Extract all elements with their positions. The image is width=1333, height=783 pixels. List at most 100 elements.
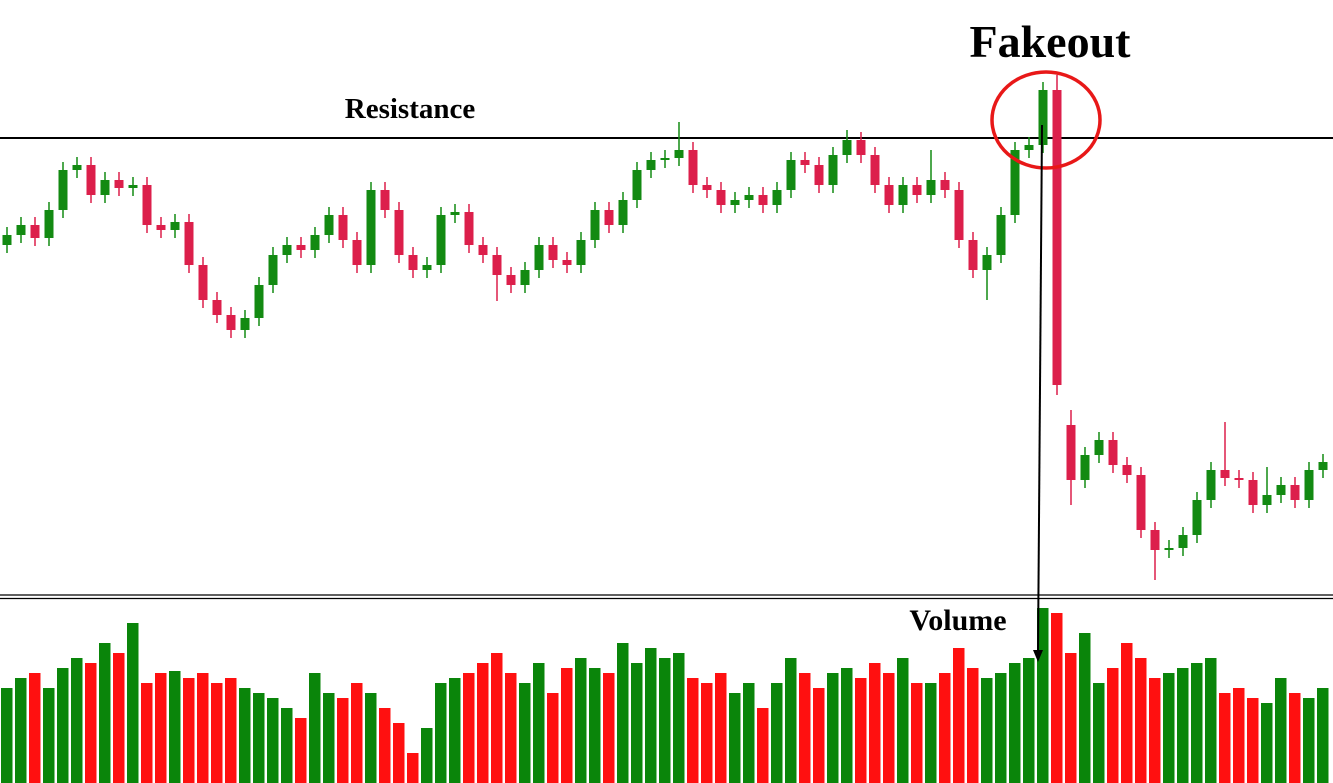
volume-bar [1247,698,1259,783]
volume-bar [15,678,27,783]
volume-bar [29,673,41,783]
candle-body [1080,455,1090,480]
volume-bar [1107,668,1119,783]
candle-body [576,240,586,265]
candle-body [996,215,1006,255]
candle-body [730,200,740,205]
candle-body [2,235,12,245]
candle-body [842,140,852,155]
volume-bar [883,673,895,783]
volume-bar [1,688,13,783]
candle-body [170,222,180,230]
candle-body [492,255,502,275]
candle-body [912,185,922,195]
candle-body [1108,440,1118,465]
candle-body [1150,530,1160,550]
volume-bar [1205,658,1217,783]
candle-body [58,170,68,210]
candle-body [814,165,824,185]
candle-body [1276,485,1286,495]
candle-body [254,285,264,318]
volume-bar [995,673,1007,783]
candle-body [1192,500,1202,535]
candle-body [548,245,558,260]
volume-bar [645,648,657,783]
candle-body [688,150,698,185]
volume-bar [1149,678,1161,783]
volume-bar [631,663,643,783]
volume-bar [561,668,573,783]
candle-body [604,210,614,225]
volume-bar [869,663,881,783]
volume-bar [1079,633,1091,783]
volume-bar [771,683,783,783]
candle-body [408,255,418,270]
candle-body [968,240,978,270]
candle-body [1164,548,1174,550]
candle-body [1178,535,1188,548]
candle-body [226,315,236,330]
candle-body [338,215,348,240]
candle-body [156,225,166,230]
candle-body [436,215,446,265]
candle-body [1122,465,1132,475]
candle-body [1262,495,1272,505]
volume-bar [113,653,125,783]
candle-body [590,210,600,240]
volume-bar [589,668,601,783]
volume-bar [267,698,279,783]
volume-bar [141,683,153,783]
candle-body [772,190,782,205]
volume-bar [211,683,223,783]
candle-body [184,222,194,265]
volume-bar [127,623,139,783]
volume-bar [743,683,755,783]
candle-body [786,160,796,190]
volume-bar [1051,613,1063,783]
candle-body [744,195,754,200]
volume-bar [1303,698,1315,783]
volume-bar [519,683,531,783]
volume-bar [575,658,587,783]
candle-body [534,245,544,270]
volume-bar [421,728,433,783]
candle-body [898,185,908,205]
candle-body [982,255,992,270]
overlay: Fakeout Resistance Volume [345,16,1131,662]
candle-body [828,155,838,185]
candle-body [380,190,390,210]
volume-bar [169,671,181,783]
candle-body [954,190,964,240]
candle-body [44,210,54,238]
candle-body [142,185,152,225]
candle-body [674,150,684,158]
volume-bar [197,673,209,783]
arrow-head [1033,650,1043,662]
candle-body [520,270,530,285]
resistance-label: Resistance [345,93,476,125]
candle-body [646,160,656,170]
volume-bar [155,673,167,783]
volume-bar [491,653,503,783]
volume-bar [309,673,321,783]
candle-body [800,160,810,165]
volume-bar [729,693,741,783]
candle-body [240,318,250,330]
candle-body [870,155,880,185]
candle-body [1094,440,1104,455]
volume-bar [939,673,951,783]
volume-bar [1065,653,1077,783]
volume-bar [1289,693,1301,783]
volume-bar [799,673,811,783]
volume-bar [1261,703,1273,783]
volume-label: Volume [909,604,1006,637]
candle-body [100,180,110,195]
candle-body [1136,475,1146,530]
candle-body [422,265,432,270]
candle-body [268,255,278,285]
volume-bar [687,678,699,783]
volume-bar [393,723,405,783]
